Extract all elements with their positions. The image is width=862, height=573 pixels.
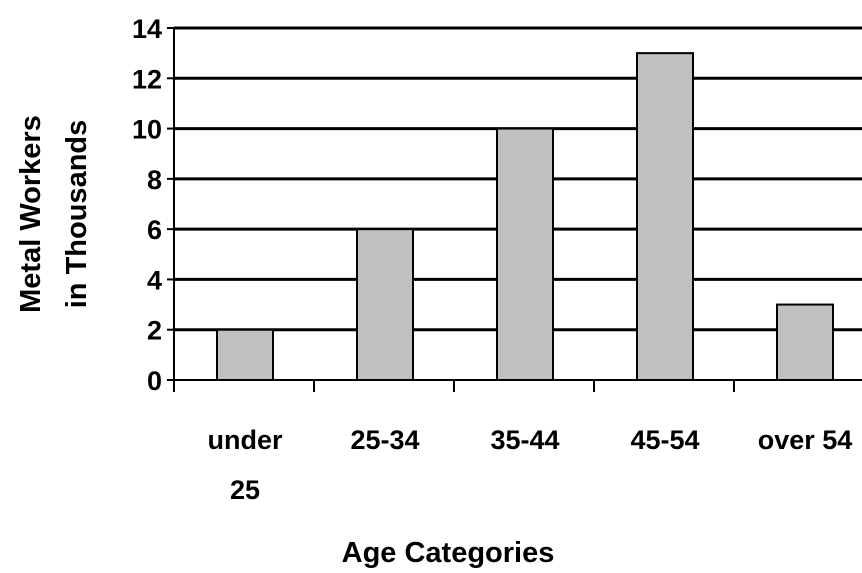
x-category-label: 35-44 xyxy=(490,425,559,455)
y-tick-label: 2 xyxy=(147,316,162,346)
x-axis-title: Age Categories xyxy=(342,537,555,569)
y-axis-title-line-2: in Thousands xyxy=(61,120,93,309)
y-tick-label: 14 xyxy=(132,14,162,44)
bar xyxy=(356,228,414,381)
x-category-label: over 54 xyxy=(758,425,853,455)
x-category-label: 25 xyxy=(230,475,260,505)
y-tick-label: 0 xyxy=(147,366,162,396)
y-axis-title-line-1: Metal Workers xyxy=(15,115,47,313)
axes xyxy=(167,27,862,392)
bar xyxy=(496,127,554,381)
bar xyxy=(636,52,694,382)
x-category-label: under xyxy=(207,425,282,455)
bar xyxy=(776,303,834,382)
y-tick-label: 8 xyxy=(147,165,162,195)
y-tick-labels: 0 2 4 6 8 10 12 14 xyxy=(132,14,162,396)
y-tick-label: 4 xyxy=(147,265,162,295)
x-category-labels: under 25 25-34 35-44 45-54 over 54 xyxy=(207,425,852,505)
y-tick-label: 10 xyxy=(132,115,162,145)
x-category-label: 45-54 xyxy=(630,425,699,455)
bars xyxy=(216,52,834,382)
x-category-label: 25-34 xyxy=(350,425,419,455)
y-axis-title: Metal Workers in Thousands xyxy=(15,115,93,313)
y-tick-label: 6 xyxy=(147,215,162,245)
bar xyxy=(216,328,274,382)
y-tick-label: 12 xyxy=(132,64,162,94)
